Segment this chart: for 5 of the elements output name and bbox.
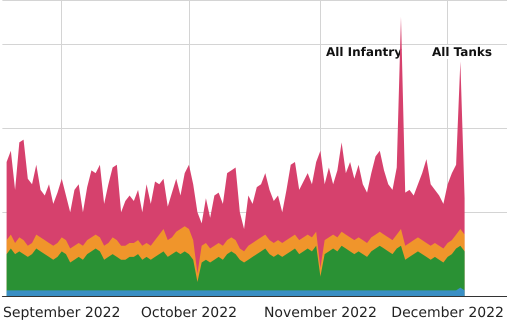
annotation: All Tanks: [432, 45, 492, 59]
x-tick-label: October 2022: [140, 305, 238, 321]
x-tick-label: December 2022: [391, 305, 504, 321]
x-tick-label: September 2022: [2, 305, 120, 321]
x-tick-label: November 2022: [264, 305, 377, 321]
